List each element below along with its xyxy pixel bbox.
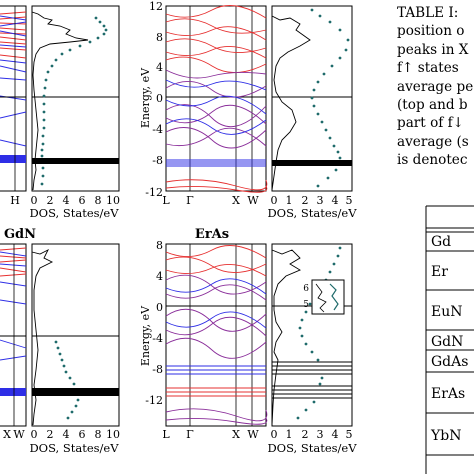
mid-top-dos-tick: 1 [286, 194, 293, 207]
mid-bottom-x-tick: W [247, 428, 259, 441]
mid-top-dos-tick: 3 [317, 194, 324, 207]
left-bottom-title: GdN [4, 227, 36, 242]
caption-line: peaks in X [397, 41, 469, 58]
mid-top-dos-panel: 0 1 2 3 4 5 DOS, States/eV [267, 5, 357, 220]
mid-bottom-x-tick: Γ [186, 428, 194, 441]
mid-top-dos-tick: 2 [302, 194, 309, 207]
mid-top-x-tick: X [232, 194, 240, 207]
mid-top-y-tick: -4 [152, 123, 163, 136]
left-top-dos-xlabel: DOS, States/eV [29, 206, 119, 220]
left-bottom-dos-ticks: 0 2 4 6 8 10 [31, 428, 121, 441]
mid-bottom-dos-tick: 2 [302, 428, 309, 441]
mid-top-x-ticks: L Γ X W [162, 194, 259, 207]
mid-top-band-panel: Energy, eV 12 8 4 0 -4 -8 -12 [139, 0, 268, 207]
inset-tick: 5 [303, 300, 309, 310]
mid-top-dos-tick: 4 [332, 194, 339, 207]
left-top-dos-tick: 0 [31, 194, 38, 207]
table-row-label: YbN [430, 428, 461, 444]
mid-top-dos-xlabel: DOS, States/eV [267, 206, 357, 220]
left-top-x-tick: H [10, 194, 20, 207]
mid-top-dos-ticks: 0 1 2 3 4 5 [271, 194, 353, 207]
mid-top-y-tick: -12 [145, 186, 163, 199]
left-bottom-dos-tick: 6 [79, 428, 86, 441]
left-top-dos-dots [40, 16, 108, 186]
left-top-dos-tick: 2 [47, 194, 54, 207]
left-bottom-dos-tick: 2 [47, 428, 54, 441]
left-bottom-dos-dots [54, 340, 80, 420]
caption-line: (top and b [397, 96, 468, 113]
mid-top-dos-tick: 0 [271, 194, 278, 207]
inset-tick: 6 [303, 284, 309, 294]
table-row-label: ErAs [431, 386, 465, 402]
caption-line: part of f↓ [397, 115, 465, 132]
caption-line: position o [397, 23, 465, 40]
mid-bottom-ylabel: Energy, eV [139, 305, 152, 366]
mid-bottom-dos-tick: 5 [346, 428, 353, 441]
table-row-label: GdAs [431, 354, 468, 370]
mid-bottom-dos-tick: 0 [271, 428, 278, 441]
left-top-band-panel: H [0, 5, 27, 207]
left-top-dos-tick: 6 [79, 194, 86, 207]
mid-bottom-dos-tick: 1 [286, 428, 293, 441]
caption-line: average (s [397, 133, 469, 150]
table-row-label: GdN [431, 334, 463, 350]
left-bottom-dos-tick: 4 [63, 428, 70, 441]
mid-top-x-tick: W [247, 194, 259, 207]
mid-bottom-y-tick: -8 [152, 363, 163, 376]
mid-top-dos-dots [310, 8, 350, 188]
caption-line: f↑ states [397, 60, 459, 77]
mid-bottom-dos-tick: 3 [317, 428, 324, 441]
left-top-dos-ticks: 0 2 4 6 8 10 [31, 194, 121, 207]
mid-bottom-dos-xlabel: DOS, States/eV [267, 441, 357, 455]
mid-top-y-ticks: 12 8 4 0 -4 -8 -12 [145, 0, 163, 199]
mid-bottom-x-tick: X [232, 428, 240, 441]
caption-line: is denotec [397, 152, 468, 169]
mid-bottom-dos-panel: 6 5 0 1 2 3 4 5 DOS, States/eV [267, 243, 357, 455]
mid-bottom-dos-ticks: 0 1 2 3 4 5 [271, 428, 353, 441]
left-bottom-x-tick: X [3, 428, 11, 441]
mid-top-y-tick: 4 [156, 61, 163, 74]
mid-top-y-tick: 12 [149, 0, 163, 13]
table-row-label: Gd [431, 234, 451, 250]
left-bottom-dos-xlabel: DOS, States/eV [29, 441, 119, 455]
mid-bottom-y-ticks: 8 4 0 -4 -8 -12 [145, 239, 163, 407]
mid-top-dos-tick: 5 [346, 194, 353, 207]
left-bottom-dos-tick: 0 [31, 428, 38, 441]
table-row-label: Er [431, 264, 448, 280]
left-bottom-band-panel: GdN X W [0, 227, 36, 441]
caption-line: average pe [397, 78, 474, 95]
left-top-dos-tick: 4 [63, 194, 70, 207]
mid-bottom-x-ticks: L Γ X W [162, 428, 259, 441]
left-top-dos-tick: 10 [106, 194, 120, 207]
mid-bottom-x-tick: L [162, 428, 170, 441]
mid-top-y-tick: -8 [152, 154, 163, 167]
left-top-dos-panel: 0 2 4 6 8 10 DOS, States/eV [29, 5, 121, 220]
table-row-label: EuN [431, 304, 463, 320]
mid-bottom-y-tick: -12 [145, 394, 163, 407]
mid-bottom-dos-tick: 4 [332, 428, 339, 441]
mid-bottom-y-tick: -4 [152, 332, 163, 345]
left-top-dos-tick: 8 [95, 194, 102, 207]
mid-bottom-y-tick: 8 [156, 239, 163, 252]
mid-top-x-tick: L [162, 194, 170, 207]
table-caption: TABLE I: position o peaks in X f↑ states… [397, 4, 474, 170]
results-table: Gd Er EuN GdN GdAs ErAs YbN [425, 205, 474, 474]
left-bottom-x-tick: W [13, 428, 25, 441]
left-bottom-dos-panel: 0 2 4 6 8 10 DOS, States/eV [29, 243, 121, 455]
caption-line: TABLE I: [397, 5, 459, 21]
left-bottom-dos-tick: 10 [106, 428, 120, 441]
mid-bottom-inset: 6 5 [303, 279, 345, 315]
mid-bottom-y-tick: 4 [156, 270, 163, 283]
mid-top-x-tick: Γ [186, 194, 194, 207]
mid-bottom-title: ErAs [195, 227, 229, 242]
mid-top-y-tick: 8 [156, 31, 163, 44]
left-bottom-x-ticks: X W [3, 428, 25, 441]
mid-bottom-dos-dots [296, 246, 342, 420]
mid-top-y-tick: 0 [156, 92, 163, 105]
mid-bottom-band-panel: ErAs Energy, eV 8 4 0 -4 -8 -12 [139, 227, 268, 441]
left-bottom-dos-tick: 8 [95, 428, 102, 441]
mid-top-ylabel: Energy, eV [139, 67, 152, 128]
mid-bottom-y-tick: 0 [156, 301, 163, 314]
